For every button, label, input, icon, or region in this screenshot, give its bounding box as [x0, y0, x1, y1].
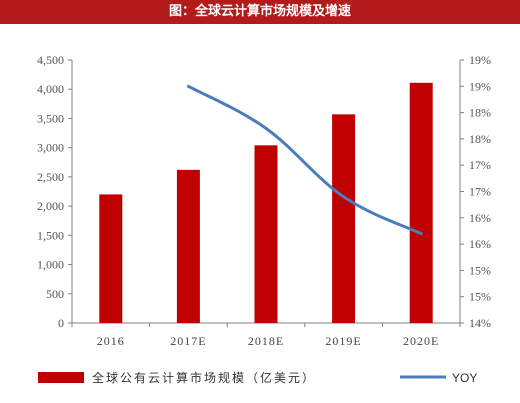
legend-bar-swatch: [38, 372, 84, 383]
chart-svg: 0 500 1,000 1,500 2,000 2,500 3,000 3,500 4,000 4…: [37, 53, 491, 385]
left-tick-label: 4,000: [37, 82, 64, 96]
right-tick-label: 14%: [469, 316, 491, 330]
right-tick-label: 16%: [469, 237, 491, 251]
x-tick-label: 2018E: [248, 334, 284, 348]
legend-line-label: YOY: [452, 371, 477, 385]
bars: [99, 82, 433, 323]
bar: [99, 194, 123, 323]
right-tick-label: 19%: [469, 79, 491, 93]
right-tick-label: 17%: [469, 158, 491, 172]
bar: [254, 145, 278, 323]
yoy-line: [186, 84, 423, 236]
left-tick-label: 2,000: [37, 199, 64, 213]
bar: [332, 114, 356, 323]
right-tick-label: 17%: [469, 185, 491, 199]
left-tick-label: 1,000: [37, 258, 64, 272]
left-tick-label: 2,500: [37, 170, 64, 184]
right-tick-label: 18%: [469, 132, 491, 146]
legend: 全球公有云计算市场规模（亿美元） YOY: [38, 370, 477, 385]
bar: [409, 82, 433, 323]
right-tick-label: 19%: [469, 53, 491, 67]
right-tick-label: 15%: [469, 263, 491, 277]
left-tick-label: 1,500: [37, 228, 64, 242]
x-tick-label: 2019E: [325, 334, 361, 348]
tick-labels: 0 500 1,000 1,500 2,000 2,500 3,000 3,500 4,000 4…: [37, 53, 491, 348]
left-tick-label: 0: [58, 316, 64, 330]
right-tick-label: 15%: [469, 290, 491, 304]
left-tick-label: 500: [46, 287, 64, 301]
left-tick-label: 4,500: [37, 53, 64, 67]
x-tick-label: 2020E: [403, 334, 439, 348]
chart-title: 图：全球云计算市场规模及增速: [0, 0, 520, 24]
bar: [176, 169, 200, 323]
left-tick-label: 3,000: [37, 141, 64, 155]
right-tick-label: 16%: [469, 211, 491, 225]
left-tick-label: 3,500: [37, 111, 64, 125]
x-tick-label: 2016: [97, 334, 125, 348]
legend-bar-label: 全球公有云计算市场规模（亿美元）: [92, 370, 316, 385]
x-tick-label: 2017E: [170, 334, 206, 348]
yoy-line-group: [186, 84, 423, 236]
right-tick-label: 18%: [469, 106, 491, 120]
